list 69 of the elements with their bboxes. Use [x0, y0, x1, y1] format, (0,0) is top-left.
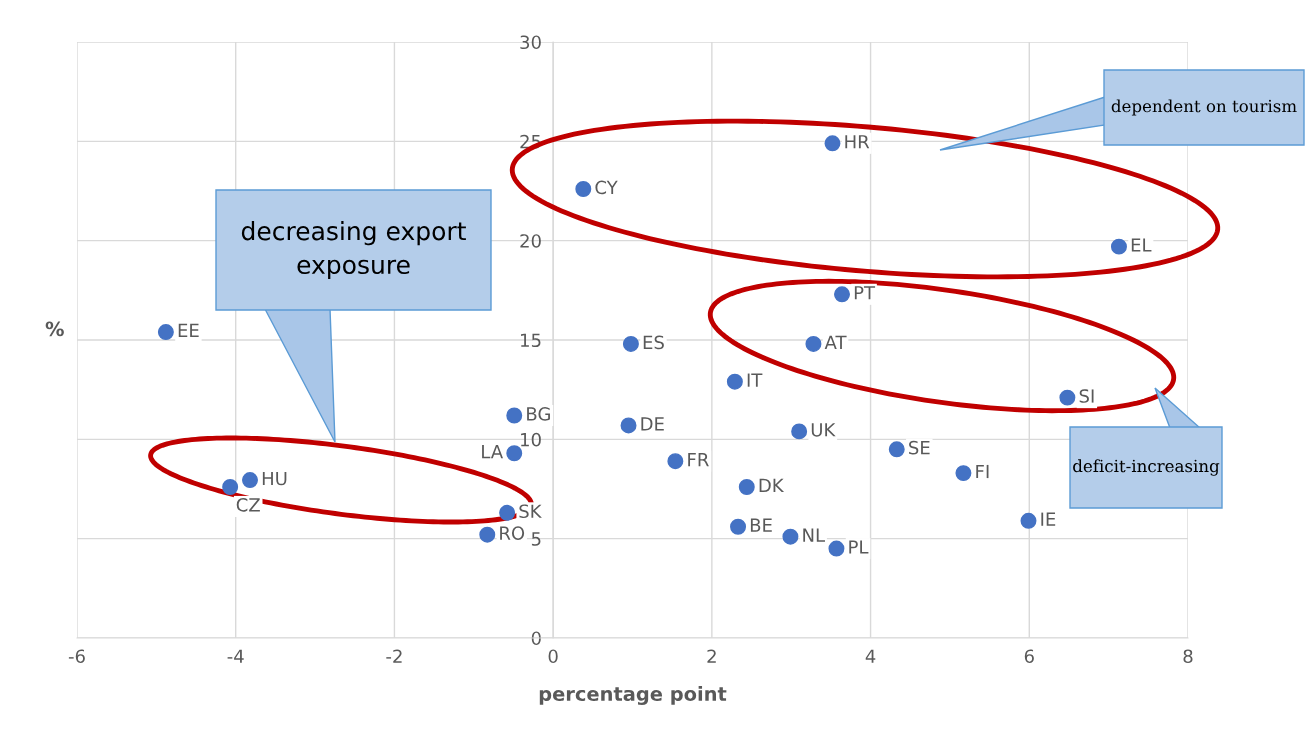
- series-label: UK: [811, 423, 836, 437]
- series-label: ES: [643, 335, 664, 350]
- series-label: IE: [1041, 512, 1056, 526]
- point: [222, 479, 239, 495]
- point: [824, 135, 841, 152]
- y-tick-label: 5: [531, 532, 541, 546]
- x-tick-label: 0: [548, 649, 558, 664]
- point: [730, 518, 747, 535]
- point: [506, 407, 523, 424]
- annotation: deficit-increasing: [1073, 459, 1220, 476]
- series-label: DE: [641, 417, 664, 431]
- annotation: decreasing export exposure: [241, 221, 466, 279]
- point: [620, 417, 637, 434]
- point: [738, 479, 755, 495]
- point: [575, 181, 592, 197]
- series-label: PT: [854, 286, 876, 300]
- point: [782, 528, 799, 545]
- point: [479, 526, 496, 543]
- series-label: PL: [849, 540, 869, 554]
- series-label: EE: [178, 323, 199, 338]
- series-label: HR: [845, 135, 870, 149]
- point: [726, 373, 743, 390]
- point: [805, 335, 822, 352]
- point: [834, 286, 850, 303]
- y-tick-label: 0: [531, 631, 541, 646]
- series-label: AT: [824, 335, 847, 349]
- series-label: FI: [976, 464, 989, 479]
- point: [667, 453, 684, 470]
- series-label: RO: [500, 526, 525, 540]
- x-tick-label: -6: [68, 649, 85, 664]
- x-tick-label: 2: [707, 649, 716, 663]
- series-label: HU: [262, 471, 287, 486]
- series-label: EL: [1131, 238, 1152, 252]
- series-label: IT: [747, 373, 763, 387]
- y-axis-title: %: [45, 321, 64, 337]
- point: [1020, 512, 1037, 529]
- y-tick-label: 20: [520, 234, 541, 248]
- y-tick-label: 30: [520, 35, 541, 50]
- series-label: BE: [750, 518, 772, 532]
- point: [955, 465, 972, 482]
- point: [506, 445, 523, 462]
- series-label: SI: [1079, 389, 1094, 403]
- x-tick-label: 8: [1183, 649, 1193, 664]
- x-tick-label: 4: [865, 649, 876, 663]
- point: [791, 423, 808, 440]
- x-axis-title: percentage point: [539, 686, 727, 705]
- point: [242, 472, 258, 489]
- series-label: SE: [909, 440, 930, 455]
- series-label: SK: [519, 504, 542, 519]
- point: [888, 441, 905, 458]
- series-label: DK: [759, 478, 785, 492]
- point: [1110, 238, 1127, 255]
- point: [622, 335, 639, 352]
- point: [499, 504, 516, 521]
- series-label: CY: [595, 180, 618, 195]
- x-tick-label: 6: [1024, 649, 1034, 664]
- x-tick-label: -4: [227, 649, 244, 663]
- series-label: FR: [688, 453, 709, 467]
- point: [828, 540, 845, 557]
- series-label: LA: [482, 445, 503, 459]
- series-label: CZ: [236, 498, 260, 512]
- y-tick-label: 15: [521, 333, 541, 348]
- x-tick-label: -2: [386, 649, 402, 663]
- y-tick-label: 10: [521, 432, 541, 447]
- series-label: NL: [803, 528, 825, 542]
- series-label: BG: [527, 407, 550, 421]
- point: [1059, 389, 1076, 406]
- point: [157, 324, 174, 341]
- annotation: dependent on tourism: [1111, 99, 1297, 116]
